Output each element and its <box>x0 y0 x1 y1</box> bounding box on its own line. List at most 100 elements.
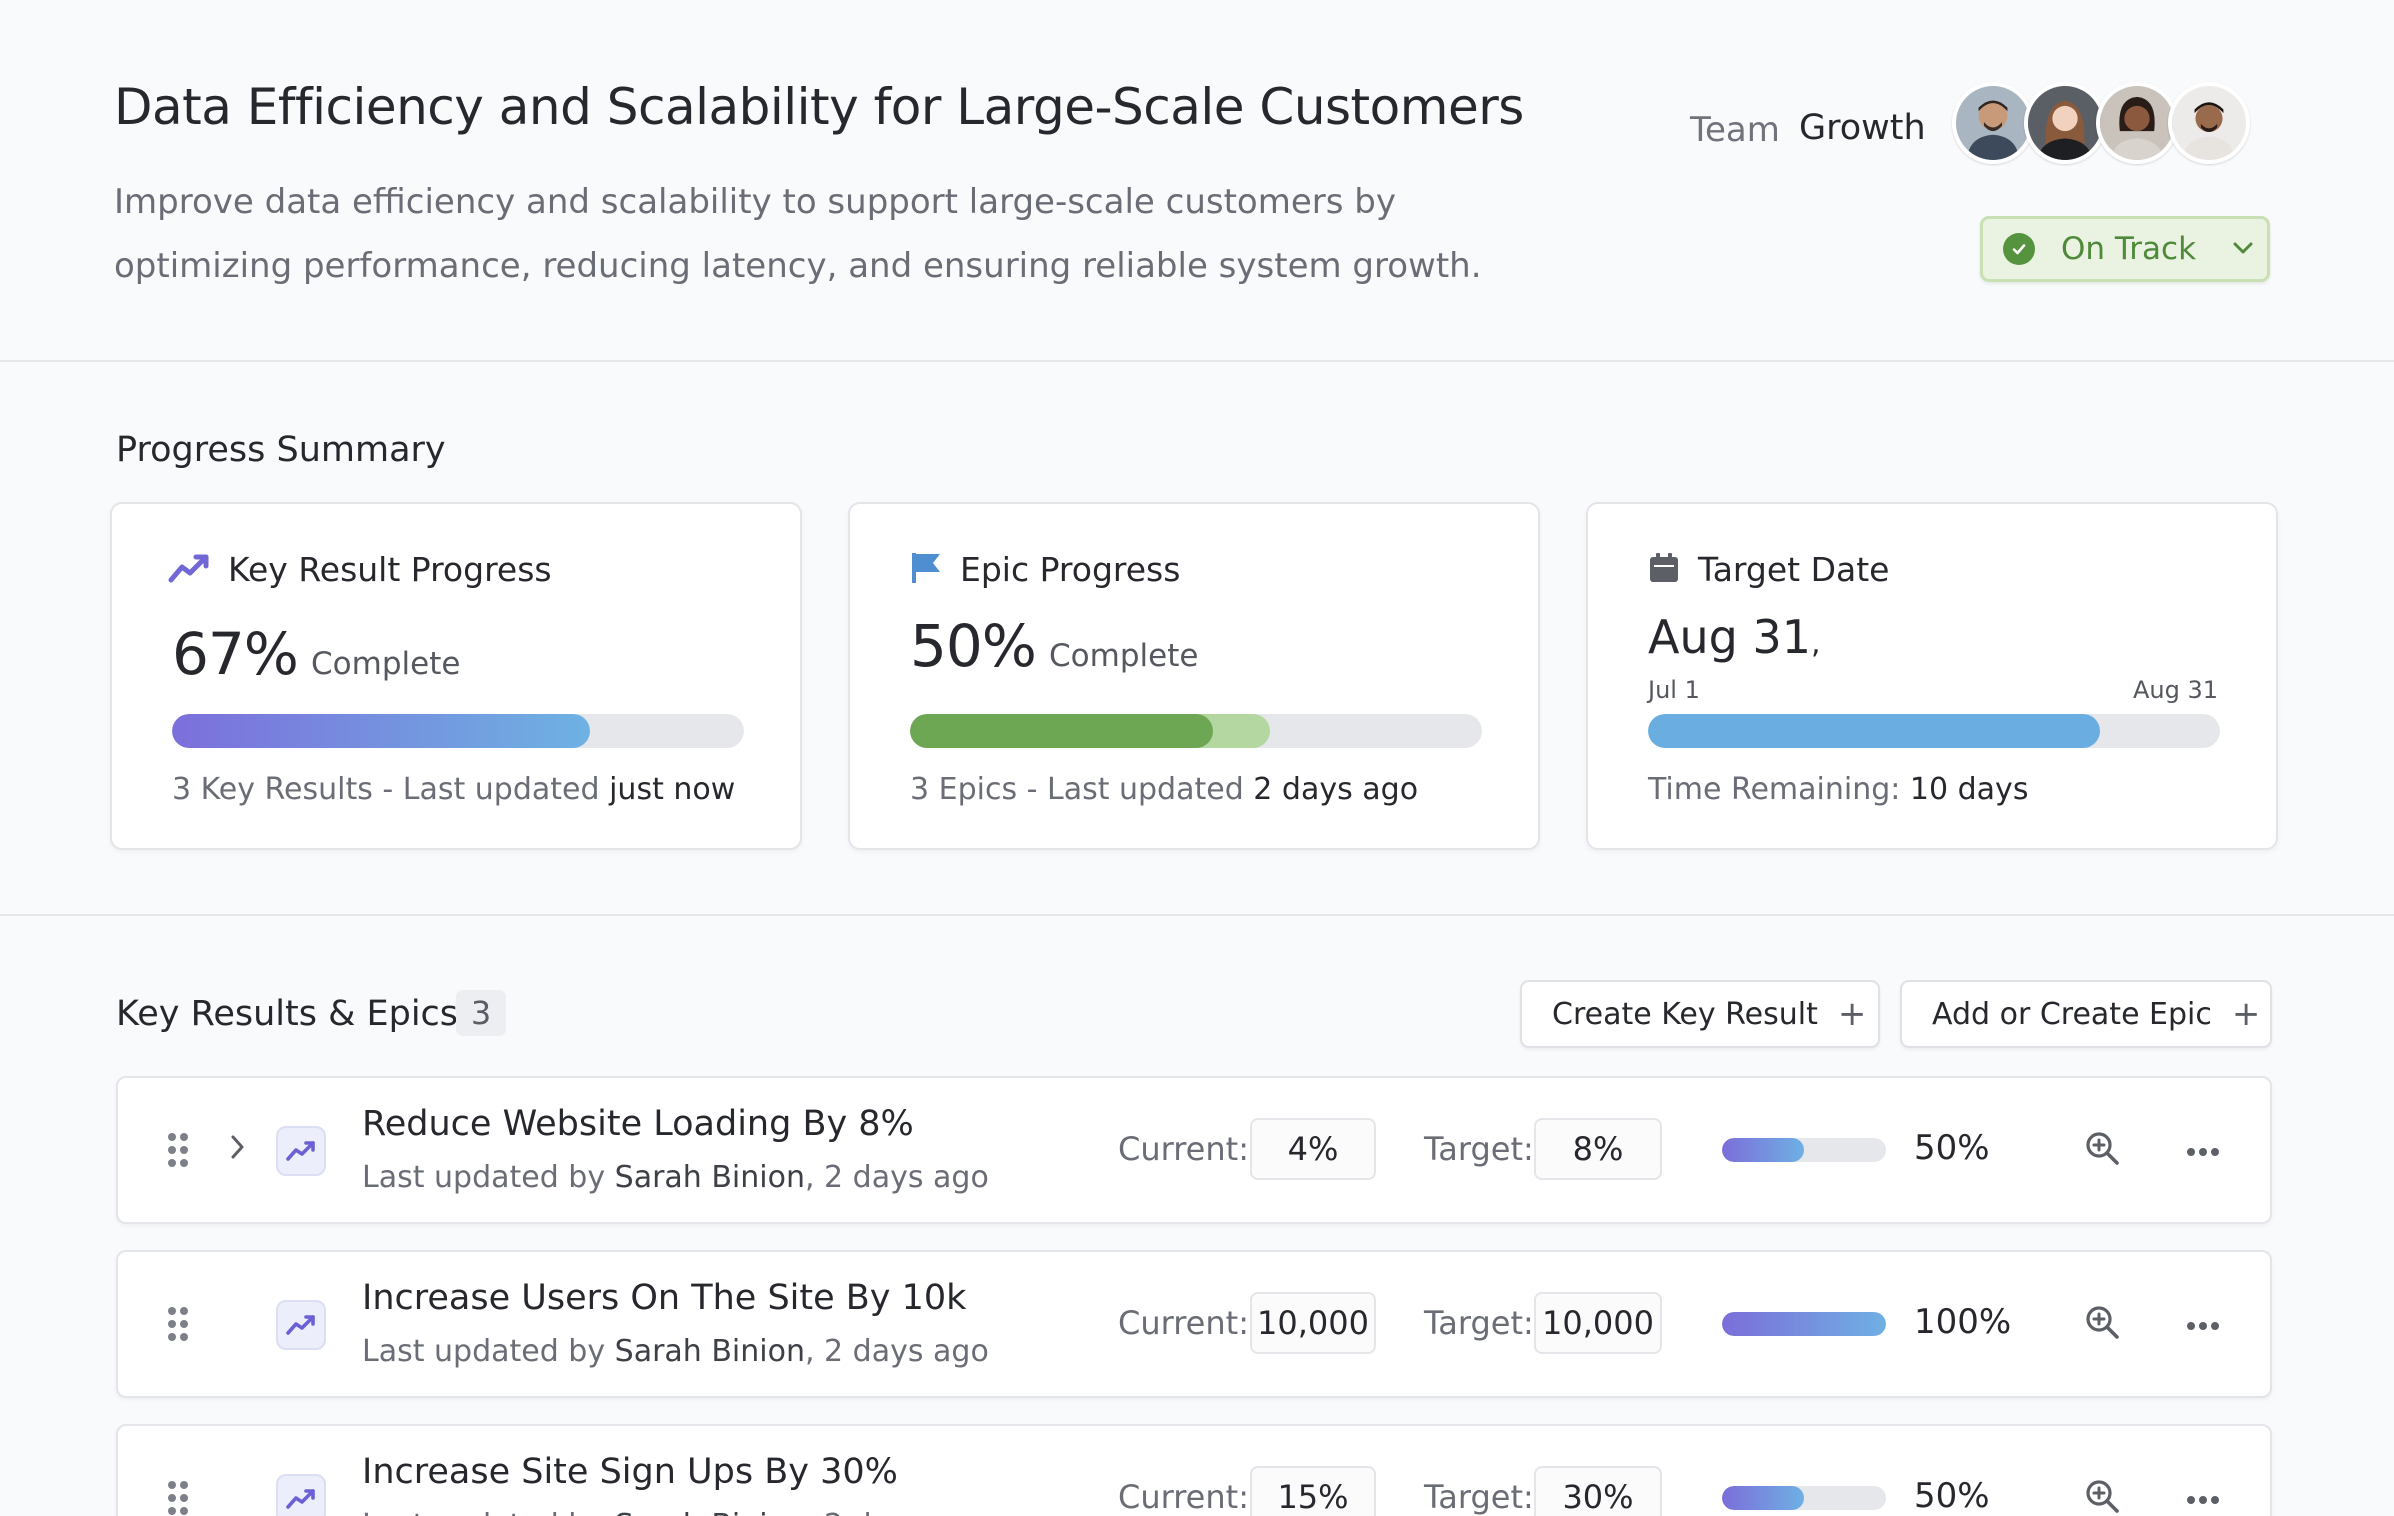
key-result-row[interactable]: Increase Site Sign Ups By 30% Last updat… <box>116 1424 2272 1516</box>
card-header: Target Date <box>1648 550 1889 589</box>
footer-time: just now <box>609 772 736 807</box>
key-result-title[interactable]: Increase Site Sign Ups By 30% <box>362 1452 898 1492</box>
trend-up-icon <box>276 1300 326 1350</box>
avatar[interactable] <box>2024 82 2106 164</box>
key-result-updated: Last updated by Sarah Binion, 2 days ago <box>362 1508 989 1516</box>
page-description: Improve data efficiency and scalability … <box>114 182 1482 286</box>
progress-fill <box>910 714 1214 748</box>
card-title: Epic Progress <box>960 550 1181 589</box>
target-date-card: Target Date Aug 31, Jul 1 Aug 31 Time Re… <box>1586 502 2278 850</box>
updated-prefix: Last updated by <box>362 1334 606 1369</box>
team-label: Team <box>1690 110 1780 150</box>
card-header: Key Result Progress <box>168 550 552 589</box>
avatar[interactable] <box>2168 82 2250 164</box>
team-name[interactable]: Growth <box>1799 108 1926 148</box>
status-dropdown[interactable]: On Track <box>1980 216 2270 282</box>
date-value: Aug 31 <box>1648 610 1811 664</box>
key-result-updated: Last updated by Sarah Binion, 2 days ago <box>362 1160 989 1195</box>
drag-handle-icon[interactable] <box>166 1132 190 1168</box>
card-title: Target Date <box>1698 550 1890 589</box>
time-progress-bar <box>1648 714 2220 748</box>
trend-up-icon <box>276 1126 326 1176</box>
complete-label: Complete <box>311 646 461 682</box>
updated-by[interactable]: Sarah Binion <box>614 1334 805 1369</box>
key-result-percent: 50% <box>1914 1476 1990 1516</box>
current-value-field[interactable]: 10,000 <box>1250 1292 1376 1354</box>
key-result-row[interactable]: Increase Users On The Site By 10k Last u… <box>116 1250 2272 1398</box>
updated-when: , 2 days ago <box>804 1160 989 1195</box>
current-label: Current: <box>1118 1478 1249 1516</box>
key-result-row[interactable]: Reduce Website Loading By 8% Last update… <box>116 1076 2272 1224</box>
complete-label: Complete <box>1049 638 1199 674</box>
flag-icon <box>910 551 942 589</box>
target-value-field[interactable]: 30% <box>1534 1466 1662 1516</box>
card-title: Key Result Progress <box>228 550 552 589</box>
updated-by[interactable]: Sarah Binion <box>615 1508 805 1516</box>
trend-up-icon <box>168 553 210 587</box>
key-result-progress-bar <box>1722 1312 1886 1336</box>
key-result-progress-bar <box>1722 1486 1886 1510</box>
current-value-field[interactable]: 15% <box>1250 1466 1376 1516</box>
count-badge: 3 <box>456 990 506 1036</box>
current-value-field[interactable]: 4% <box>1250 1118 1376 1180</box>
progress-fill <box>172 714 590 748</box>
card-footer: 3 Key Results - Last updated just now <box>172 772 735 807</box>
calendar-icon <box>1648 552 1680 588</box>
avatar[interactable] <box>1952 82 2034 164</box>
zoom-in-icon[interactable] <box>2084 1304 2120 1344</box>
more-options-icon[interactable] <box>2186 1490 2220 1509</box>
footer-text: Time Remaining: <box>1648 772 1901 807</box>
button-label: Add or Create Epic <box>1932 996 2212 1032</box>
progress-fill <box>1722 1312 1886 1336</box>
updated-when: , 2 days ago <box>804 1334 989 1369</box>
more-options-icon[interactable] <box>2186 1316 2220 1335</box>
footer-text: 3 Epics - Last updated <box>910 772 1244 807</box>
card-header: Epic Progress <box>910 550 1180 589</box>
avatar[interactable] <box>2096 82 2178 164</box>
card-footer: 3 Epics - Last updated 2 days ago <box>910 772 1418 807</box>
progress-fill <box>1722 1138 1804 1162</box>
target-value-field[interactable]: 10,000 <box>1534 1292 1662 1354</box>
zoom-in-icon[interactable] <box>2084 1130 2120 1170</box>
drag-handle-icon[interactable] <box>166 1480 190 1516</box>
divider <box>0 360 2394 362</box>
button-label: Create Key Result <box>1552 996 1818 1032</box>
key-result-progress-bar <box>172 714 744 748</box>
updated-prefix: Last updated by <box>362 1508 605 1516</box>
footer-time: 2 days ago <box>1253 772 1419 807</box>
key-result-progress-bar <box>1722 1138 1886 1162</box>
target-value-field[interactable]: 8% <box>1534 1118 1662 1180</box>
progress-fill <box>1648 714 2100 748</box>
progress-summary-title: Progress Summary <box>116 430 446 470</box>
create-key-result-button[interactable]: Create Key Result + <box>1520 980 1880 1048</box>
footer-value: 10 days <box>1909 772 2029 807</box>
drag-handle-icon[interactable] <box>166 1306 190 1342</box>
epic-progress-card: Epic Progress 50% Complete 3 Epics - Las… <box>848 502 1540 850</box>
plus-icon: + <box>2231 994 2261 1034</box>
key-result-title[interactable]: Reduce Website Loading By 8% <box>362 1104 914 1144</box>
epic-progress-bar <box>910 714 1482 748</box>
key-result-updated: Last updated by Sarah Binion, 2 days ago <box>362 1334 989 1369</box>
footer-text: 3 Key Results - Last updated <box>172 772 600 807</box>
updated-when: , 2 days ago <box>805 1508 989 1516</box>
key-result-title[interactable]: Increase Users On The Site By 10k <box>362 1278 967 1318</box>
key-result-percent: 100% <box>1914 1302 2012 1342</box>
percent-value: 67% <box>172 620 299 688</box>
range-start-label: Jul 1 <box>1648 676 1700 704</box>
team-avatars[interactable] <box>1952 82 2250 164</box>
chevron-right-icon[interactable] <box>230 1134 246 1164</box>
card-footer: Time Remaining: 10 days <box>1648 772 2028 807</box>
percent-value: 50% <box>910 612 1037 680</box>
key-result-progress-card: Key Result Progress 67% Complete 3 Key R… <box>110 502 802 850</box>
add-create-epic-button[interactable]: Add or Create Epic + <box>1900 980 2272 1048</box>
range-end-label: Aug 31 <box>2132 676 2218 704</box>
more-options-icon[interactable] <box>2186 1142 2220 1161</box>
key-results-title: Key Results & Epics <box>116 994 459 1034</box>
key-result-percent: 50% <box>1914 1128 1990 1168</box>
percent-line: 50% Complete <box>910 612 1198 680</box>
page-title: Data Efficiency and Scalability for Larg… <box>114 78 1524 136</box>
target-date-value: Aug 31, <box>1648 610 1821 664</box>
zoom-in-icon[interactable] <box>2084 1478 2120 1516</box>
updated-by[interactable]: Sarah Binion <box>614 1160 805 1195</box>
date-suffix: , <box>1810 626 1821 661</box>
